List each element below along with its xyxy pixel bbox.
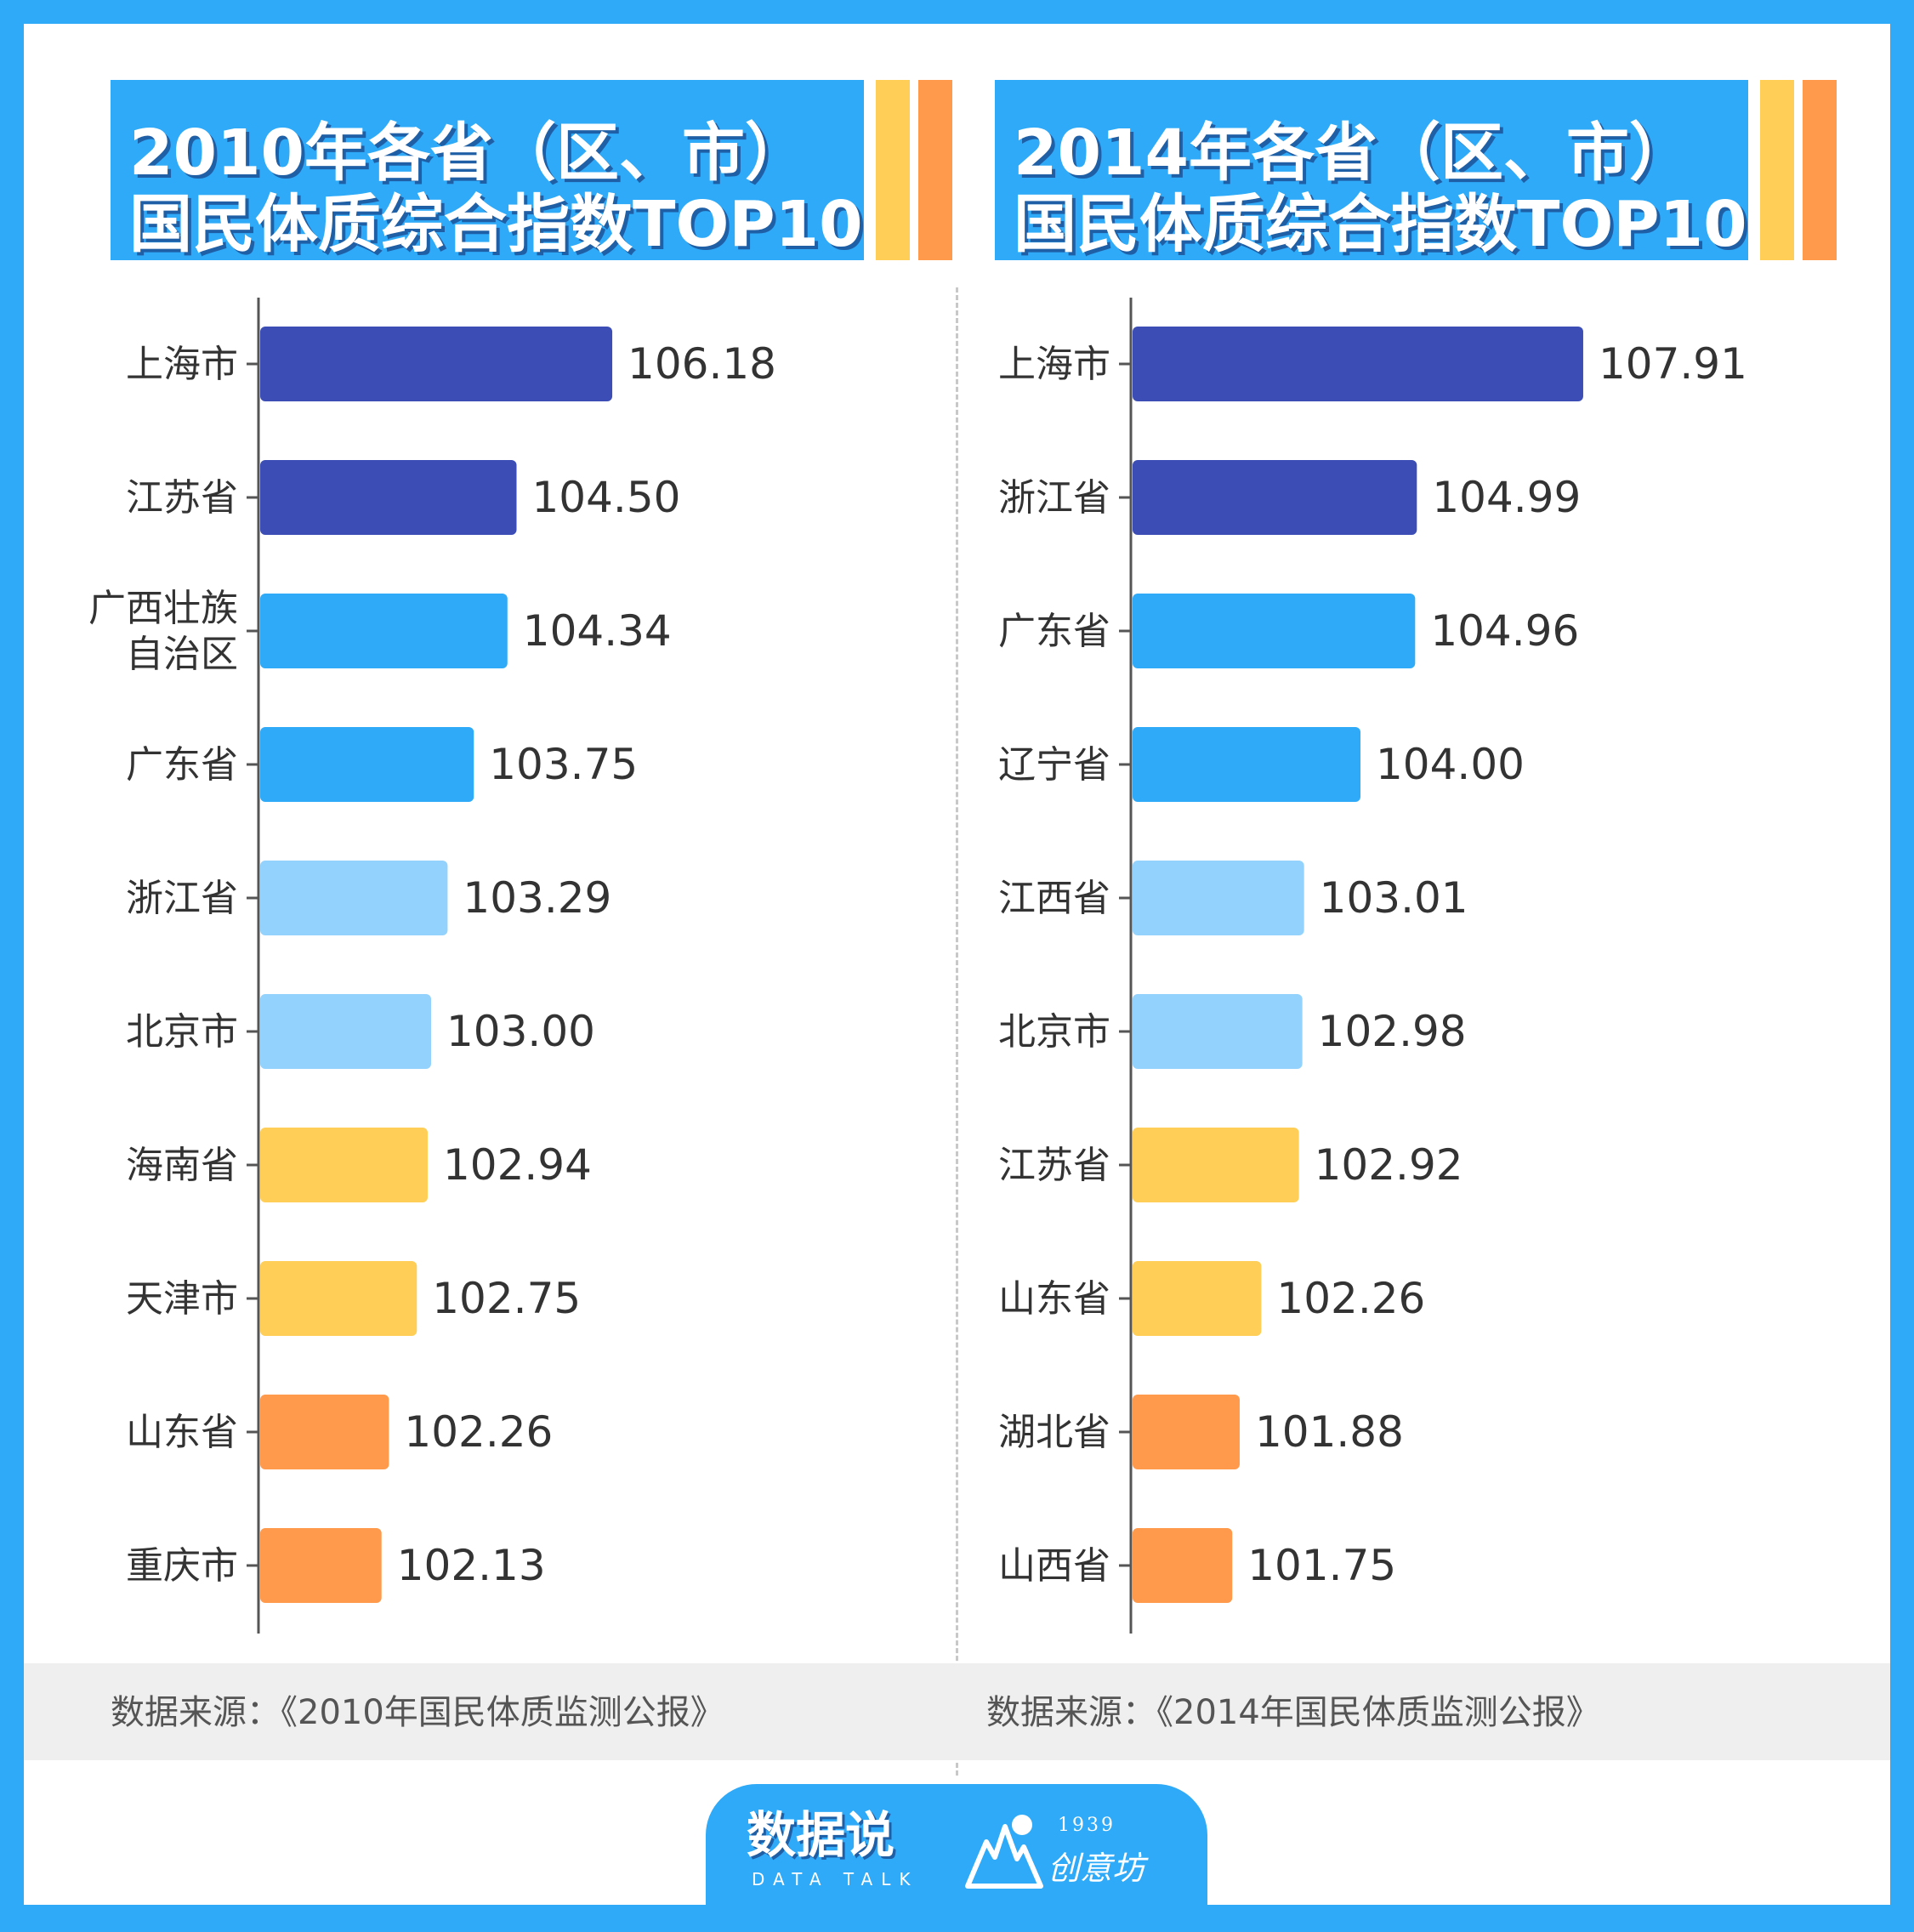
source-band — [24, 1663, 1890, 1760]
bar-chart-2010: 106.18 上海市 104.50 江苏省 104.34 广西壮族自治区 103.75 广东省… — [88, 298, 776, 1634]
logo-tab-flare — [706, 1878, 740, 1905]
bar — [1133, 861, 1304, 935]
bar-value-label: 101.88 — [1255, 1407, 1404, 1457]
category-label: 山东省 — [998, 1277, 1110, 1321]
bar-value-label: 107.91 — [1599, 339, 1747, 389]
category-label: 浙江省 — [998, 476, 1110, 520]
bar-value-label: 102.98 — [1318, 1007, 1467, 1056]
bar — [1133, 460, 1417, 535]
bar-value-label: 103.01 — [1320, 873, 1468, 923]
category-label: 天津市 — [126, 1277, 238, 1321]
bar-value-label: 104.00 — [1376, 740, 1525, 789]
bar-value-label: 103.29 — [463, 873, 611, 923]
bar-value-label: 104.99 — [1432, 473, 1581, 522]
logo-data-talk: 数据说 — [747, 1806, 895, 1864]
category-label: 重庆市 — [126, 1544, 238, 1588]
bar — [260, 1261, 417, 1336]
bar — [1133, 994, 1303, 1069]
bar-value-label: 103.75 — [489, 740, 638, 789]
logo-data-talk-subtitle: DATA TALK — [752, 1869, 919, 1889]
bar-value-label: 102.92 — [1315, 1140, 1463, 1190]
bar-value-label: 102.75 — [432, 1274, 581, 1323]
chart-panel-2010: 2010年各省（区、市） 国民体质综合指数TOP10 106.18 上海市 104.… — [24, 24, 959, 1905]
category-label-line: 自治区 — [126, 633, 238, 676]
logo-year: 1939 — [1058, 1815, 1116, 1836]
category-label: 广东省 — [998, 610, 1110, 653]
decor-stripe-yellow — [1760, 80, 1794, 260]
source-note-2010: 数据来源：《2010年国民体质监测公报》 — [111, 1693, 724, 1732]
bar-chart-2014: 107.91 上海市 104.99 浙江省 104.96 广东省 104.00 辽宁省 103.… — [998, 298, 1747, 1634]
bar — [260, 460, 517, 535]
bar — [1133, 594, 1416, 668]
bar-value-label: 104.96 — [1430, 606, 1579, 656]
bar-value-label: 106.18 — [628, 339, 776, 389]
category-label: 广西壮族自治区 — [88, 587, 238, 676]
category-label: 江西省 — [998, 877, 1110, 920]
decor-stripe-yellow — [876, 80, 910, 260]
bar-value-label: 103.00 — [446, 1007, 595, 1056]
bar-value-label: 104.50 — [532, 473, 681, 522]
bar — [260, 1128, 428, 1202]
decor-stripe-orange — [1803, 80, 1837, 260]
chart-title-box-2010: 2010年各省（区、市） 国民体质综合指数TOP10 — [111, 80, 864, 260]
category-label: 浙江省 — [126, 877, 238, 920]
bar-value-label: 104.34 — [523, 606, 672, 656]
chart-title-line-2: 国民体质综合指数TOP10 — [129, 188, 863, 261]
category-label: 广东省 — [126, 743, 238, 787]
category-label: 山东省 — [126, 1411, 238, 1454]
bar-value-label: 102.13 — [397, 1541, 546, 1590]
category-label: 上海市 — [998, 343, 1110, 386]
source-note-2014: 数据来源：《2014年国民体质监测公报》 — [986, 1693, 1600, 1732]
bar — [260, 594, 508, 668]
chart-title-line-2: 国民体质综合指数TOP10 — [1014, 188, 1747, 261]
category-label: 江苏省 — [126, 476, 238, 520]
bar — [1133, 1128, 1299, 1202]
mountain-logo-icon — [965, 1815, 1043, 1889]
category-label: 江苏省 — [998, 1144, 1110, 1187]
bar — [1133, 1395, 1240, 1469]
bar — [1133, 1528, 1233, 1603]
bar — [260, 327, 613, 401]
bar-value-label: 102.26 — [1276, 1274, 1425, 1323]
bar-value-label: 101.75 — [1247, 1541, 1396, 1590]
category-label: 海南省 — [126, 1144, 238, 1187]
decor-stripe-orange — [918, 80, 952, 260]
category-label: 北京市 — [126, 1010, 238, 1054]
bar — [260, 1528, 382, 1603]
logo-tab-shape — [706, 1878, 740, 1905]
infographic-frame: 2010年各省（区、市） 国民体质综合指数TOP10 106.18 上海市 104.… — [24, 24, 1890, 1905]
category-label: 山西省 — [998, 1544, 1110, 1588]
bar-value-label: 102.26 — [404, 1407, 553, 1457]
bar — [1133, 727, 1360, 802]
bar — [1133, 1261, 1262, 1336]
chart-title-box-2014: 2014年各省（区、市） 国民体质综合指数TOP10 — [995, 80, 1748, 260]
chart-title-line-1: 2010年各省（区、市） — [129, 116, 808, 190]
chart-panel-2014: 2014年各省（区、市） 国民体质综合指数TOP10 107.91 上海市 104.… — [891, 24, 1837, 1905]
bar — [260, 727, 474, 802]
bar — [260, 1395, 389, 1469]
logo-tab: 数据说 DATA TALK 1939 创意坊 — [706, 1784, 1207, 1905]
bar — [1133, 327, 1583, 401]
category-label-line: 广西壮族 — [88, 587, 238, 630]
category-label: 湖北省 — [998, 1411, 1110, 1454]
chart-title-line-1: 2014年各省（区、市） — [1014, 116, 1692, 190]
panel-divider — [956, 287, 958, 1776]
bar — [260, 861, 448, 935]
category-label: 上海市 — [126, 343, 238, 386]
logo-brand-name: 创意坊 — [1048, 1850, 1145, 1887]
category-label: 北京市 — [998, 1010, 1110, 1054]
category-label: 辽宁省 — [998, 743, 1110, 787]
bar — [260, 994, 431, 1069]
bar-value-label: 102.94 — [443, 1140, 592, 1190]
